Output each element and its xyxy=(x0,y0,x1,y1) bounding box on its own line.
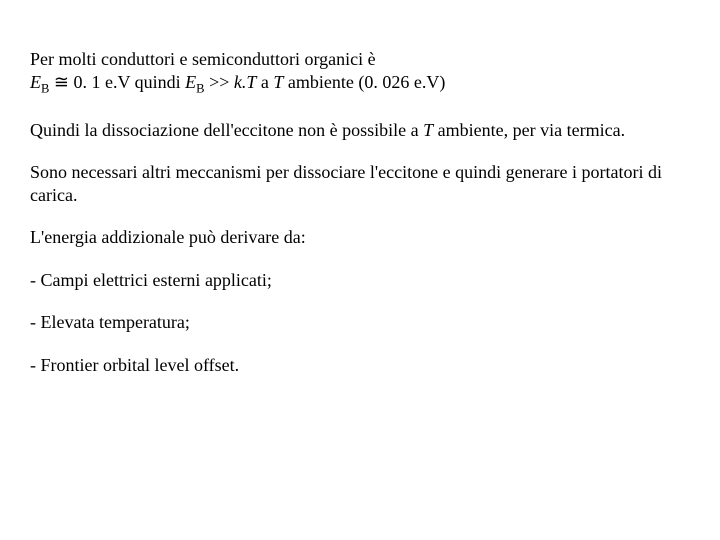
document-body: Per molti conduttori e semiconduttori or… xyxy=(0,0,720,416)
text: Quindi la dissociazione dell'eccitone no… xyxy=(30,120,423,140)
text: >> xyxy=(205,72,234,92)
list-item-3: - Frontier orbital level offset. xyxy=(30,354,690,377)
symbol-kT: k.T xyxy=(234,72,257,92)
paragraph-1: Per molti conduttori e semiconduttori or… xyxy=(30,48,690,97)
paragraph-1-line2: EB ≅ 0. 1 e.V quindi EB >> k.T a T ambie… xyxy=(30,71,690,97)
text: a xyxy=(256,72,273,92)
symbol-T: T xyxy=(423,120,433,140)
text: ≅ 0. 1 e.V quindi xyxy=(49,72,185,92)
paragraph-2: Quindi la dissociazione dell'eccitone no… xyxy=(30,119,690,142)
list-item-1: - Campi elettrici esterni applicati; xyxy=(30,269,690,292)
symbol-T: T xyxy=(273,72,283,92)
symbol-E: E xyxy=(185,72,196,92)
paragraph-4: L'energia addizionale può derivare da: xyxy=(30,226,690,249)
text: Per molti conduttori e semiconduttori or… xyxy=(30,49,376,69)
paragraph-1-line1: Per molti conduttori e semiconduttori or… xyxy=(30,48,690,71)
symbol-E: E xyxy=(30,72,41,92)
list-item-2: - Elevata temperatura; xyxy=(30,311,690,334)
text: ambiente, per via termica. xyxy=(433,120,625,140)
paragraph-3: Sono necessari altri meccanismi per diss… xyxy=(30,161,690,206)
text: ambiente (0. 026 e.V) xyxy=(283,72,445,92)
symbol-sub-B: B xyxy=(196,81,204,95)
